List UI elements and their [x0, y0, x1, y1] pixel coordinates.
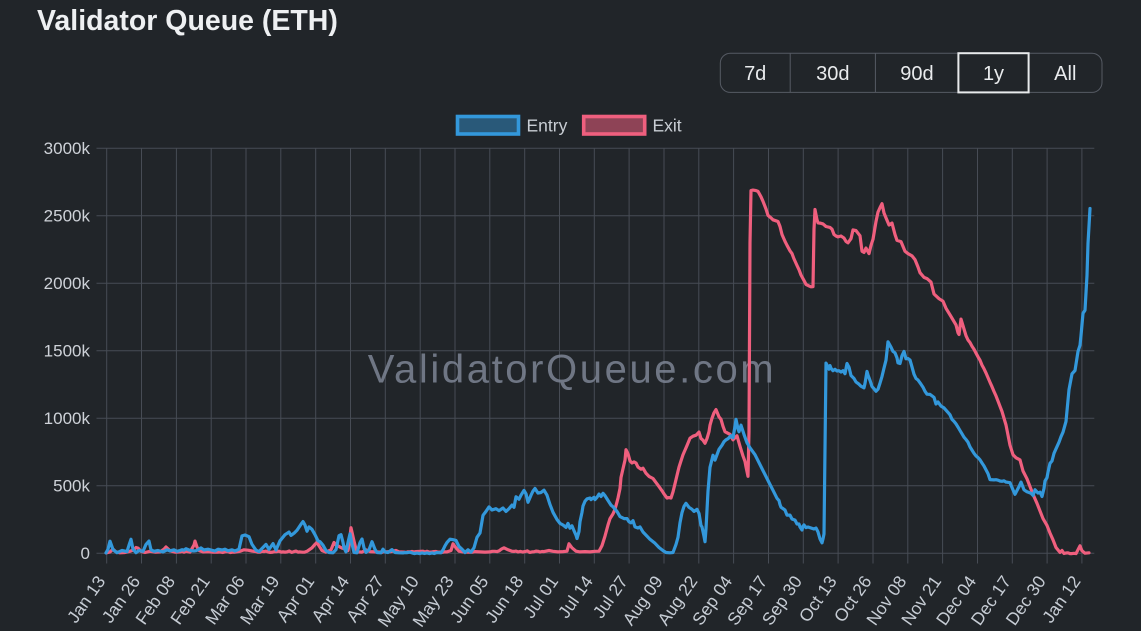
svg-text:500k: 500k: [53, 477, 90, 496]
svg-text:2500k: 2500k: [44, 207, 91, 226]
svg-text:1y: 1y: [983, 63, 1004, 85]
svg-text:Exit: Exit: [653, 116, 682, 136]
svg-text:Entry: Entry: [527, 116, 568, 136]
svg-text:ValidatorQueue.com: ValidatorQueue.com: [368, 348, 776, 392]
svg-text:All: All: [1054, 63, 1076, 85]
svg-text:3000k: 3000k: [44, 139, 91, 158]
svg-text:90d: 90d: [900, 63, 933, 85]
svg-text:7d: 7d: [744, 63, 766, 85]
svg-text:1000k: 1000k: [44, 409, 91, 428]
svg-text:30d: 30d: [816, 63, 849, 85]
svg-text:0: 0: [81, 544, 90, 563]
svg-text:Validator Queue (ETH): Validator Queue (ETH): [37, 5, 338, 37]
svg-text:2000k: 2000k: [44, 274, 91, 293]
svg-text:1500k: 1500k: [44, 342, 91, 361]
